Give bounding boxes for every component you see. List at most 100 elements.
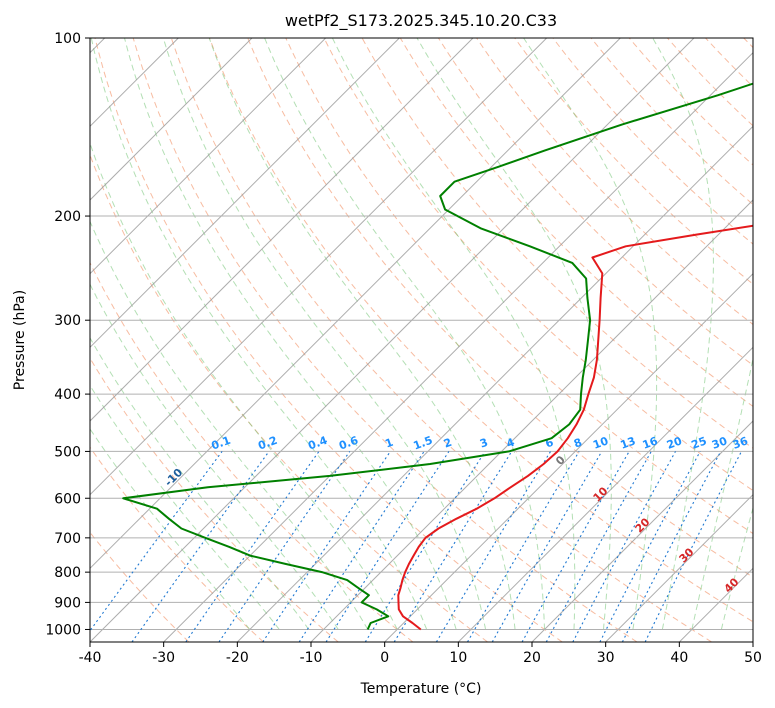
- moist-adiabat-line: [720, 506, 753, 630]
- isotherm-line: [90, 38, 621, 570]
- mixing-ratio-line: [644, 451, 742, 642]
- y-tick-label: 500: [54, 444, 81, 460]
- sounding-profiles: [122, 82, 753, 631]
- y-tick-label: 600: [54, 491, 81, 507]
- mixing-ratio-label: 4: [505, 436, 517, 451]
- y-tick-label: 700: [54, 531, 81, 547]
- mixing-ratio-line: [90, 451, 223, 632]
- mixing-ratio-label: 13: [619, 434, 638, 451]
- isotherm-line: [90, 38, 548, 496]
- isotherm-line: [90, 38, 253, 201]
- moist-adiabat-line: [90, 283, 339, 630]
- dry-adiabat-line: [94, 38, 563, 642]
- isobars: [90, 38, 753, 630]
- y-tick-label: 900: [54, 595, 81, 611]
- mixing-ratio-label: 0.1: [210, 434, 233, 453]
- y-axis: 100 200 300 400 500 600 700 800 900 1000: [45, 31, 90, 638]
- mixing-ratio-line: [572, 451, 676, 642]
- mixing-ratio-label: 1.5: [412, 434, 435, 453]
- x-axis: -40 -30 -20 -10 0 10 20 30 40 50: [79, 642, 762, 666]
- x-tick-label: 10: [449, 650, 467, 666]
- x-tick-label: -10: [300, 650, 323, 666]
- dry-adiabat-line: [476, 38, 753, 326]
- moist-adiabat-line: [264, 38, 545, 630]
- mixing-ratio-label: 20: [665, 434, 684, 452]
- mixing-ratio-label: 0.6: [337, 434, 360, 453]
- x-tick-label: 40: [670, 650, 688, 666]
- mixing-ratio-line: [467, 451, 580, 642]
- y-tick-label: 800: [54, 565, 81, 581]
- temperature-profile-line: [397, 224, 753, 631]
- isotherm-line: [90, 38, 695, 642]
- x-tick-label: -30: [152, 650, 175, 666]
- isotherm-line: [531, 420, 753, 642]
- dewpoint-profile-line: [122, 82, 753, 630]
- moist-adiabat-line: [90, 384, 280, 630]
- mixing-ratio-label: 3: [478, 436, 490, 451]
- chart-title: wetPf2_S173.2025.345.10.20.C33: [285, 11, 557, 31]
- dry-adiabat-line: [132, 38, 638, 642]
- mixing-ratio-line: [521, 451, 630, 642]
- dry-adiabat-line: [323, 38, 753, 492]
- isotherm-line: [163, 51, 753, 642]
- dry-adiabat-line: [170, 38, 712, 642]
- moist-adiabat-line: [208, 38, 516, 630]
- mixing-ratio-label: 16: [641, 434, 660, 452]
- mixing-ratio-label: 30: [710, 434, 729, 452]
- mixing-ratio-line: [131, 451, 270, 642]
- moist-adiabat-line: [90, 220, 369, 630]
- x-tick-label: 0: [380, 650, 389, 666]
- x-tick-label: -20: [226, 650, 249, 666]
- moist-adiabat-line: [90, 337, 310, 630]
- mixing-ratio-label: 0.2: [256, 434, 279, 453]
- dry-adiabat-line: [90, 261, 414, 642]
- dry-adiabat-line: [628, 38, 753, 166]
- x-tick-label: -40: [79, 650, 102, 666]
- mixing-ratio-line: [491, 451, 603, 642]
- moist-adiabat-line: [416, 38, 612, 630]
- x-axis-label: Temperature (°C): [360, 681, 482, 697]
- mixing-ratio-label: 25: [690, 434, 709, 451]
- y-tick-label: 400: [54, 387, 81, 403]
- isotherm-line: [236, 125, 753, 642]
- mixing-ratio-line: [393, 451, 513, 642]
- moist-adiabat-line: [162, 38, 487, 630]
- mixing-ratio-line: [435, 451, 552, 642]
- isotherm-line: [90, 38, 327, 275]
- isotherm-line: [384, 272, 753, 642]
- moist-adiabat-line: [523, 38, 658, 630]
- isotherms: [90, 38, 753, 642]
- isotherm-line: [90, 38, 474, 422]
- y-tick-label: 200: [54, 209, 81, 225]
- isotherm-line: [310, 199, 753, 642]
- mixing-ratio-line: [298, 451, 425, 642]
- mixing-ratio-lines: [90, 451, 742, 642]
- mixing-ratio-line: [545, 451, 652, 642]
- dry-adiabat-line: [209, 38, 753, 623]
- mixing-ratio-label: 36: [731, 434, 750, 452]
- moist-adiabat-line: [124, 38, 457, 630]
- dry-adiabat-line: [514, 38, 753, 285]
- mixing-ratio-line: [599, 451, 701, 642]
- y-tick-label: 300: [54, 313, 81, 329]
- mixing-ratio-line: [325, 451, 450, 642]
- x-tick-label: 20: [523, 650, 541, 666]
- mixing-ratio-label: 10: [591, 434, 610, 452]
- moist-adiabat-line: [90, 427, 251, 630]
- dry-adiabat-line: [590, 38, 753, 206]
- plot-area: 0.10.20.40.611.52346810131620253036-100-…: [90, 38, 753, 642]
- moist-adiabat-line: [691, 356, 753, 630]
- dry-adiabat-line: [399, 38, 753, 407]
- isotherm-line: [90, 38, 400, 349]
- plot-frame: [89, 37, 754, 643]
- moist-adiabat-line: [652, 38, 714, 630]
- y-axis-label: Pressure (hPa): [12, 290, 28, 390]
- x-tick-label: 30: [597, 650, 615, 666]
- x-tick-label: 50: [744, 650, 762, 666]
- mixing-ratio-line: [364, 451, 486, 642]
- mixing-ratio-label: 0.4: [306, 434, 329, 453]
- y-tick-label: 1000: [45, 622, 81, 638]
- mixing-ratio-label: 2: [442, 436, 454, 451]
- mixing-ratio-label: 8: [572, 436, 584, 451]
